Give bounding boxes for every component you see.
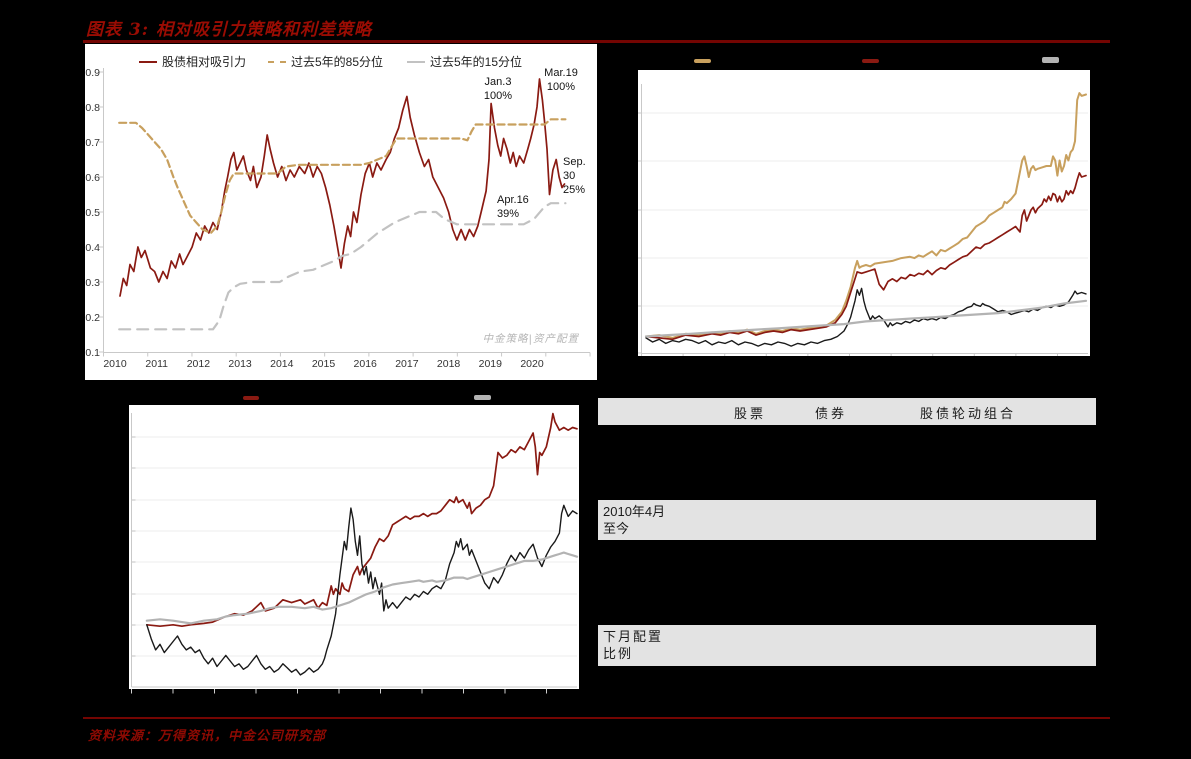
chart2-legend-red-swatch-icon [862,59,879,63]
chart-series-line [644,299,1088,338]
chart-relative-attractiveness: 0.9 0.8 0.7 0.6 0.5 0.4 0.3 0.2 0.1 2010 2011 2012 2… [85,44,597,380]
chart2-plot [638,84,1088,356]
chart3-legend-red-swatch-icon [243,396,259,400]
figure-title: 图表 3: 相对吸引力策略和利差策略 [86,20,372,40]
chart-annotation: Jan.3 100% [483,76,513,102]
title-rule [83,40,1110,43]
svg-text:0.2: 0.2 [85,312,100,324]
source-note: 资料来源：万得资讯，中金公司研究部 [88,729,327,744]
chart2-legend-tan-swatch-icon [694,59,711,63]
svg-text:0.9: 0.9 [85,67,100,79]
svg-text:2016: 2016 [354,358,378,370]
table-row-label-line: 2010年4月 [603,504,666,519]
chart1-legend-item-15pct: 过去5年的15分位 [407,53,522,70]
chart3-legend-gray-swatch-icon [474,395,491,400]
chart-series-line [145,551,579,625]
legend-label: 过去5年的15分位 [430,55,523,69]
table-header-bonds: 债券 [814,406,848,421]
chart-series-line [119,78,566,297]
chart1-legend: 股债相对吸引力 过去5年的85分位 过去5年的15分位 [85,53,597,69]
table-header-rotation: 股债轮动组合 [919,406,1017,421]
chart-annotation: Apr.16 39% [497,194,529,220]
watermark: 中金策略|资产配置 [482,333,579,345]
legend-label: 过去5年的85分位 [291,55,384,69]
legend-label: 股债相对吸引力 [162,55,247,69]
svg-text:2011: 2011 [145,358,168,370]
svg-text:0.4: 0.4 [85,242,100,254]
table-header-stocks: 股票 [733,406,767,421]
chart2-legend-gray-swatch-icon [1042,57,1059,63]
svg-text:2015: 2015 [312,358,336,370]
chart3-plot [129,405,579,694]
chart-cumulative-bottom-left [129,405,579,695]
table-row-label-line: 下月配置 [603,629,664,644]
svg-text:0.8: 0.8 [85,102,100,114]
chart-series-line [645,172,1087,341]
chart-annotation: Mar.19 100% [544,67,578,93]
svg-text:0.6: 0.6 [85,172,100,184]
svg-text:0.3: 0.3 [85,277,100,289]
table-row-since-2010: 2010年4月 至今 [598,500,1096,540]
chart1-legend-item-attractiveness: 股债相对吸引力 [139,53,246,70]
svg-text:2020: 2020 [520,358,544,370]
chart-series-line [645,92,1087,339]
svg-text:2013: 2013 [228,358,252,370]
svg-text:2012: 2012 [187,358,211,370]
chart-series-line [146,504,578,676]
svg-text:2018: 2018 [437,358,461,370]
tan-dashed-line-swatch-icon [268,60,286,63]
svg-text:2010: 2010 [103,358,127,370]
table-row-label-line: 至今 [603,521,630,536]
chart-series-line [145,412,578,628]
table-header-row: 股票 债券 股债轮动组合 [598,398,1096,425]
chart-series-line [118,118,567,235]
svg-text:0.1: 0.1 [85,347,100,359]
table-row-label-line: 比例 [603,646,634,661]
table-row-next-month-allocation: 下月配置 比例 [598,625,1096,666]
svg-text:0.7: 0.7 [85,137,100,149]
gray-line-swatch-icon [407,60,425,63]
chart1-legend-item-85pct: 过去5年的85分位 [268,53,383,70]
chart-cumulative-top-right [638,70,1090,356]
chart-annotation: Sep. 30 25% [563,156,586,196]
svg-text:2017: 2017 [395,358,419,370]
footer-rule [83,717,1110,719]
red-line-swatch-icon [139,60,157,63]
svg-text:0.5: 0.5 [85,207,100,219]
chart-series-line [118,202,567,331]
chart-series-line [645,287,1087,347]
svg-text:2014: 2014 [270,358,294,370]
svg-text:2019: 2019 [479,358,503,370]
